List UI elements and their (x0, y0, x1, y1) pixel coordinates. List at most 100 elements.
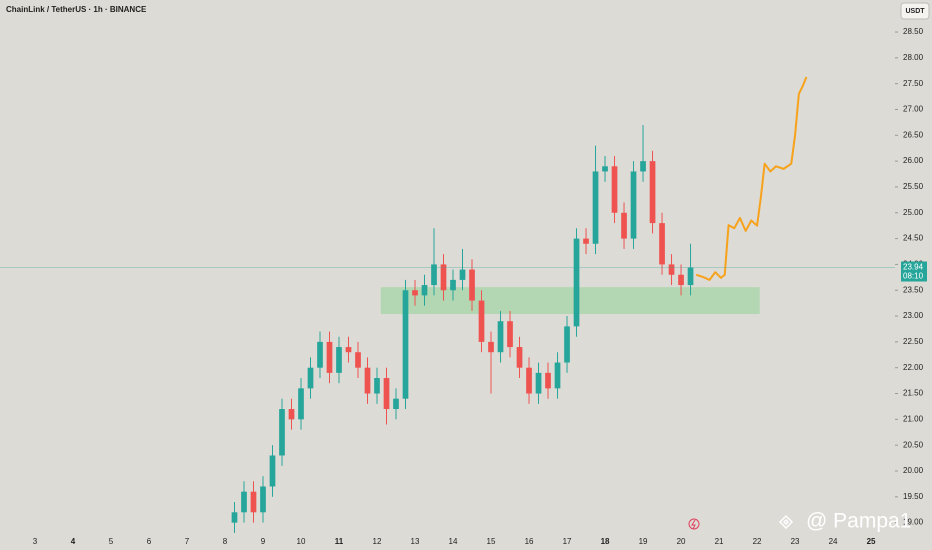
candle-body (602, 166, 608, 172)
x-tick-label: 12 (373, 537, 382, 546)
candle-body (298, 388, 304, 420)
candle-body (421, 285, 428, 296)
x-tick-label: 13 (411, 537, 420, 546)
x-tick-label: 24 (829, 537, 838, 546)
candle-body (545, 372, 551, 389)
candle-body (583, 238, 589, 244)
candle-body (317, 341, 323, 368)
support-zone (380, 287, 760, 314)
candle-body (592, 171, 599, 244)
y-tick-label: 28.50 (903, 27, 924, 36)
candle-body (241, 491, 247, 513)
event-icon[interactable] (688, 518, 700, 530)
candle-body (554, 362, 561, 389)
candle-body (260, 486, 266, 513)
y-tick-label: 19.00 (903, 518, 924, 527)
x-tick-label: 7 (185, 537, 190, 546)
candle-body (469, 269, 475, 301)
currency: USDT (905, 8, 925, 15)
candle-body (431, 264, 437, 286)
candle-body (668, 264, 675, 275)
candle-body (250, 491, 257, 513)
y-tick-label: 23.50 (903, 285, 924, 294)
projection-line (695, 76, 808, 281)
x-tick-label: 5 (109, 537, 114, 546)
x-tick-label: 10 (297, 537, 306, 546)
candle-body (326, 341, 333, 373)
x-tick-label: 11 (335, 537, 344, 546)
candle-body (535, 372, 542, 394)
chart-title: ChainLink / TetherUS · 1h · BINANCE (6, 5, 147, 14)
candle-body (364, 367, 371, 394)
x-tick-label: 23 (791, 537, 800, 546)
candle-body (564, 326, 570, 363)
y-tick-label: 28.00 (903, 53, 924, 62)
x-tick-label: 21 (715, 537, 724, 546)
candle-body (507, 321, 513, 348)
candle-body (288, 409, 295, 420)
x-tick-label: 20 (677, 537, 686, 546)
candle-body (630, 171, 637, 239)
candle-body (611, 166, 618, 213)
countdown: 08:10 (903, 272, 924, 281)
candle-body (488, 341, 494, 353)
x-tick-label: 14 (449, 537, 458, 546)
y-tick-label: 26.00 (903, 156, 924, 165)
candle-body (345, 347, 352, 353)
candle-body (269, 455, 276, 487)
y-tick-label: 25.50 (903, 182, 924, 191)
y-tick-label: 22.00 (903, 363, 924, 372)
candle-body (412, 290, 418, 296)
last-price-box (901, 261, 927, 282)
y-tick-label: 27.00 (903, 105, 924, 114)
candle-body (516, 347, 523, 368)
x-tick-label: 25 (867, 537, 876, 546)
candle-body (383, 378, 390, 410)
y-tick-label: 21.00 (903, 414, 924, 423)
y-tick-label: 20.00 (903, 466, 924, 475)
candle-body (678, 274, 684, 286)
candle-body (279, 409, 285, 456)
y-tick-label: 22.50 (903, 337, 924, 346)
y-tick-label: 19.50 (903, 492, 924, 501)
x-tick-label: 15 (487, 537, 496, 546)
x-tick-label: 17 (563, 537, 572, 546)
y-tick-label: 27.50 (903, 79, 924, 88)
candle-body (573, 238, 580, 327)
y-tick-label: 23.00 (903, 311, 924, 320)
x-tick-label: 3 (33, 537, 38, 546)
candle-body (393, 398, 399, 410)
logo (778, 514, 794, 530)
candle-body (649, 161, 656, 224)
y-tick-label: 26.50 (903, 130, 924, 139)
x-tick-label: 4 (71, 537, 76, 546)
currency-box[interactable] (900, 2, 930, 20)
candle-body (621, 212, 627, 239)
x-tick-label: 6 (147, 537, 152, 546)
y-tick-label: 20.50 (903, 440, 924, 449)
candle-body (450, 279, 456, 291)
event-icon-bolt (691, 519, 696, 530)
logo-icon (778, 514, 794, 530)
last-price-label: 23.94 (903, 263, 924, 272)
x-tick-label: 19 (639, 537, 648, 546)
candle-body (402, 290, 409, 399)
candle-body (307, 367, 314, 389)
candle-body (640, 161, 646, 172)
y-tick-label: 24.50 (903, 234, 924, 243)
x-tick-label: 18 (601, 537, 610, 546)
y-tick-label: 25.00 (903, 208, 924, 217)
candle-body (336, 347, 342, 373)
plot: 19.00 19.50 20.00 20.50 21.00 21.50 22.00 22.50… (0, 27, 924, 546)
candle-body (440, 264, 447, 291)
candle-body (497, 321, 504, 353)
x-tick-label: 9 (261, 537, 266, 546)
candle-body (374, 378, 380, 394)
candle-body (355, 352, 361, 368)
candle-body (459, 269, 466, 280)
candle-body (659, 223, 665, 265)
x-tick-label: 22 (753, 537, 762, 546)
candle-body (526, 367, 532, 394)
